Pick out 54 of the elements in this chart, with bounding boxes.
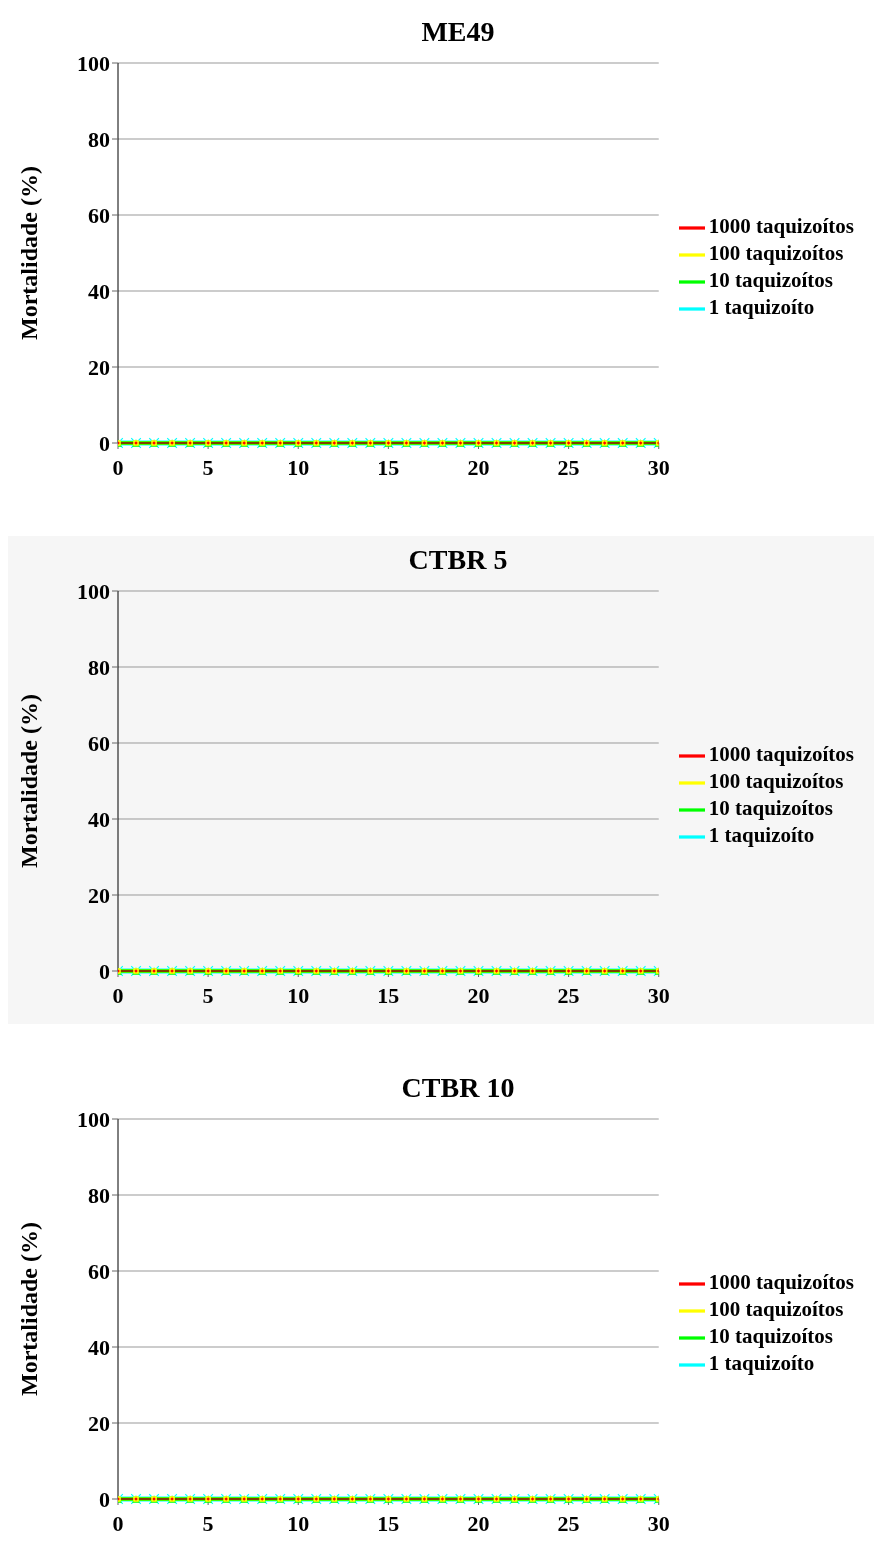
y-tick-label: 40: [88, 1334, 110, 1360]
x-tick-label: 20: [467, 454, 490, 480]
y-axis-title: Mortalidade (%): [15, 166, 42, 340]
x-tick-label: 10: [287, 1510, 310, 1536]
x-tick-label: 20: [467, 1510, 490, 1536]
x-tick-label: 20: [467, 982, 490, 1008]
y-tick-label: 40: [88, 278, 110, 304]
x-tick-label: 10: [287, 982, 310, 1008]
y-axis-title: Mortalidade (%): [15, 1222, 42, 1396]
x-tick-label: 15: [377, 982, 400, 1008]
x-tick-label: 30: [647, 454, 670, 480]
x-tick-label: 15: [377, 1510, 400, 1536]
legend-label: 1000 taquizoítos: [708, 741, 854, 766]
legend-label: 100 taquizoítos: [708, 240, 844, 265]
legend-label: 1000 taquizoítos: [708, 1269, 854, 1294]
legend-label: 1000 taquizoítos: [708, 213, 854, 238]
legend-label: 100 taquizoítos: [708, 1296, 844, 1321]
y-tick-label: 20: [88, 882, 110, 908]
x-tick-label: 5: [202, 454, 214, 480]
y-axis-title: Mortalidade (%): [15, 694, 42, 868]
y-tick-label: 80: [88, 1182, 110, 1208]
y-tick-label: 20: [88, 354, 110, 380]
x-tick-label: 30: [647, 982, 670, 1008]
y-tick-label: 100: [77, 578, 110, 604]
x-tick-label: 25: [557, 1510, 580, 1536]
legend-label: 1 taquizoíto: [708, 1351, 815, 1376]
y-tick-label: 80: [88, 126, 110, 152]
y-tick-label: 60: [88, 202, 110, 228]
chart-title: ME49: [420, 16, 496, 48]
chart-title: CTBR 10: [400, 1072, 516, 1104]
y-tick-label: 100: [77, 1106, 110, 1132]
y-tick-label: 40: [88, 806, 110, 832]
x-tick-label: 5: [202, 1510, 214, 1536]
y-tick-label: 80: [88, 654, 110, 680]
x-tick-label: 15: [377, 454, 400, 480]
legend-label: 1 taquizoíto: [708, 295, 815, 320]
legend-label: 1 taquizoíto: [708, 823, 815, 848]
x-tick-label: 10: [287, 454, 310, 480]
y-tick-label: 60: [88, 1258, 110, 1284]
legend-label: 10 taquizoítos: [708, 268, 833, 292]
legend-label: 10 taquizoítos: [708, 796, 833, 820]
y-tick-label: 100: [77, 50, 110, 76]
legend-label: 100 taquizoítos: [708, 768, 844, 793]
y-tick-label: 0: [99, 958, 110, 984]
y-tick-label: 0: [99, 430, 110, 456]
y-tick-label: 20: [88, 1410, 110, 1436]
y-tick-label: 0: [99, 1486, 110, 1512]
y-tick-label: 60: [88, 730, 110, 756]
x-tick-label: 5: [202, 982, 214, 1008]
legend-label: 10 taquizoítos: [708, 1324, 833, 1348]
x-tick-label: 25: [557, 454, 580, 480]
x-tick-label: 25: [557, 982, 580, 1008]
x-tick-label: 30: [647, 1510, 670, 1536]
chart-title: CTBR 5: [407, 544, 509, 576]
